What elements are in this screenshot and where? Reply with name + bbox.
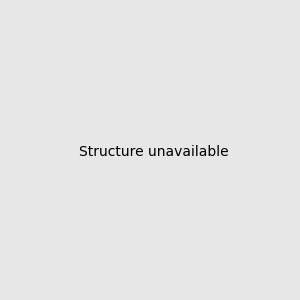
Text: Structure unavailable: Structure unavailable (79, 145, 229, 158)
